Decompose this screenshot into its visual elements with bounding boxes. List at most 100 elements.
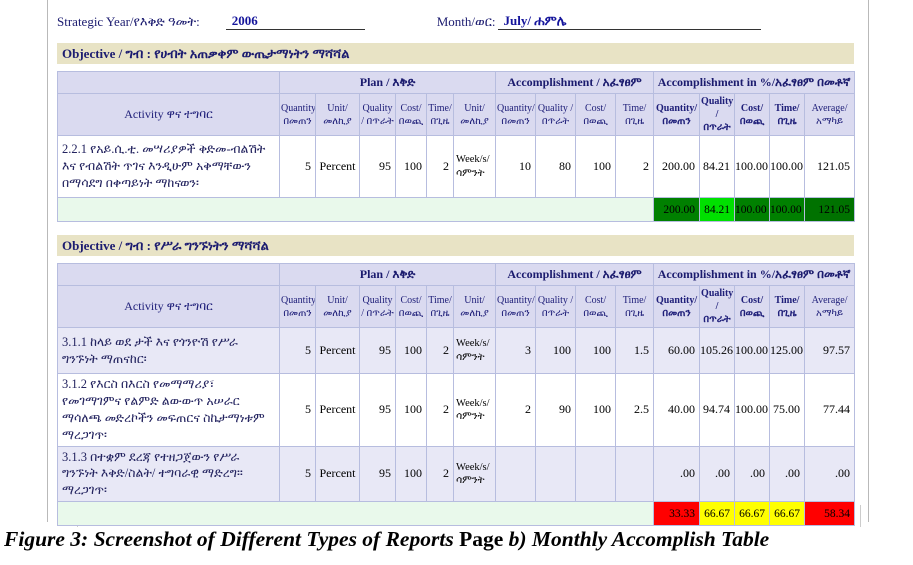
- plan-cost-header: Cost/ በወጪ: [395, 93, 427, 136]
- objective-bar-2: Objective / ግብ : የሥራ ግንኙነትን ማሻሻል: [57, 235, 854, 256]
- empty-corner-cell: [57, 263, 280, 286]
- plan-cost-cell: 100: [395, 327, 427, 374]
- empty-corner-cell: [57, 71, 280, 94]
- activity-cell: 2.2.1 የአይ.ሲ.ቲ. መሣሪያዎች ቅድመ-ብልሽት እና የብልሽት …: [57, 135, 280, 198]
- summary-pct-quality-cell: 84.21: [699, 197, 736, 222]
- summary-pct-cost-cell: 66.67: [734, 501, 771, 527]
- plan-cost-header: Cost/ በወጪ: [395, 285, 427, 328]
- plan-quantity-cell: 5: [279, 445, 316, 503]
- figure-caption: Figure 3: Screenshot of Different Types …: [4, 527, 909, 552]
- report-meta-row: Strategic Year/የእቅድ ዓመት: 2006 Month/ወር: …: [57, 8, 854, 30]
- pct-cost-cell: .00: [734, 445, 771, 503]
- plan-quantity-cell: 5: [279, 135, 316, 198]
- acc-quality-cell: 100: [535, 327, 577, 374]
- pct-cost-cell: 100.00: [734, 373, 771, 447]
- summary-row: 200.00 84.21 100.00 100.00 121.05: [56, 197, 856, 222]
- tick-mark-right: [860, 505, 861, 527]
- plan-unit2-cell: Week/s/ ሳምንት: [452, 135, 497, 198]
- plan-time-cell: 2: [426, 445, 454, 503]
- summary-pct-quantity-cell: 200.00: [653, 197, 701, 222]
- plan-quantity-header: Quantity/ በመጠን: [279, 285, 316, 328]
- plan-unit2-cell: Week/s/ ሳምንት: [452, 445, 497, 503]
- plan-unit-cell: Percent: [315, 135, 360, 198]
- report-table-1: Plan / እቅድ Accomplishment / አፈፃፀም Accomp…: [56, 71, 856, 222]
- plan-group-header: Plan / እቅድ: [278, 263, 497, 286]
- activity-column-header: Activity ዋና ተግባር: [57, 93, 280, 136]
- pct-cost-header: Cost/ በወጪ: [734, 285, 771, 328]
- summary-pct-quantity-cell: 33.33: [653, 501, 701, 527]
- acc-quality-header: Quality / በጥራት: [535, 93, 577, 136]
- acc-time-cell: 1.5: [615, 327, 655, 374]
- acc-quality-header: Quality / በጥራት: [535, 285, 577, 328]
- strategic-year-label: Strategic Year/የእቅድ ዓመት:: [57, 14, 200, 29]
- plan-quantity-cell: 5: [279, 373, 316, 447]
- accomplishment-group-header: Accomplishment / አፈፃፀም: [495, 263, 655, 286]
- acc-quality-cell: 90: [535, 373, 577, 447]
- pct-average-cell: .00: [804, 445, 856, 503]
- activity-cell: 3.1.1 ከላይ ወደ ታች እና የጎንዮሽ የሥራ ግንኙነት ማጠናከር…: [57, 327, 280, 374]
- summary-row: 33.33 66.67 66.67 66.67 58.34: [56, 501, 856, 527]
- acc-cost-header: Cost/ በወጪ: [575, 93, 617, 136]
- acc-time-cell: [615, 445, 655, 503]
- month-label: Month/ወር:: [436, 14, 496, 29]
- pct-cost-header: Cost/ በወጪ: [734, 93, 771, 136]
- plan-unit2-cell: Week/s/ ሳምንት: [452, 373, 497, 447]
- plan-unit-cell: Percent: [315, 445, 360, 503]
- pct-average-cell: 97.57: [804, 327, 856, 374]
- pct-quantity-cell: 40.00: [653, 373, 701, 447]
- plan-cost-cell: 100: [395, 373, 427, 447]
- accomplishment-pct-group-header: Accomplishment in %/አፈፃፀም በመቶኛ: [653, 71, 856, 94]
- summary-pct-cost-cell: 100.00: [734, 197, 771, 222]
- caption-text-italic-1: Figure 3: Screenshot of Different Types …: [4, 527, 460, 551]
- pct-time-cell: 125.00: [769, 327, 806, 374]
- plan-quality-header: Quality / በጥራት: [359, 285, 396, 328]
- pct-quantity-cell: 60.00: [653, 327, 701, 374]
- plan-quality-header: Quality / በጥራት: [359, 93, 396, 136]
- plan-cost-cell: 100: [395, 135, 427, 198]
- page-border-right: [868, 0, 869, 522]
- acc-quantity-cell: 10: [495, 135, 537, 198]
- plan-quality-cell: 95: [359, 327, 396, 374]
- acc-cost-header: Cost/ በወጪ: [575, 285, 617, 328]
- plan-time-header: Time/ በጊዜ: [426, 285, 454, 328]
- acc-quantity-header: Quantity/ በመጠን: [495, 285, 537, 328]
- pct-time-cell: 75.00: [769, 373, 806, 447]
- acc-quantity-cell: 3: [495, 327, 537, 374]
- accomplishment-group-header: Accomplishment / አፈፃፀም: [495, 71, 655, 94]
- plan-unit2-cell: Week/s/ ሳምንት: [452, 327, 497, 374]
- objective-bar-1: Objective / ግብ : የሀብት አጠቃቀም ውጤታማነትን ማሻሻል: [57, 43, 854, 64]
- pct-quality-cell: 94.74: [699, 373, 736, 447]
- pct-average-header: Average/ አማካይ: [804, 93, 856, 136]
- strategic-year-input[interactable]: 2006: [225, 13, 365, 30]
- plan-quality-cell: 95: [359, 445, 396, 503]
- accomplishment-pct-group-header: Accomplishment in %/አፈፃፀም በመቶኛ: [653, 263, 856, 286]
- acc-quality-cell: [535, 445, 577, 503]
- plan-time-cell: 2: [426, 373, 454, 447]
- acc-time-cell: 2.5: [615, 373, 655, 447]
- pct-quantity-header: Quantity/ በመጠን: [653, 93, 701, 136]
- pct-quality-header: Quality / በጥራት: [699, 285, 736, 328]
- plan-unit2-header: Unit/ መለኪያ: [452, 93, 497, 136]
- pct-average-cell: 77.44: [804, 373, 856, 447]
- report-table-2: Plan / እቅድ Accomplishment / አፈፃፀም Accomp…: [56, 263, 856, 527]
- pct-quality-cell: 84.21: [699, 135, 736, 198]
- plan-cost-cell: 100: [395, 445, 427, 503]
- pct-time-header: Time/ በጊዜ: [769, 93, 806, 136]
- acc-cost-cell: 100: [575, 373, 617, 447]
- pct-average-header: Average/ አማካይ: [804, 285, 856, 328]
- plan-quantity-header: Quantity/ በመጠን: [279, 93, 316, 136]
- plan-unit-header: Unit/ መለኪያ: [315, 285, 360, 328]
- acc-time-cell: 2: [615, 135, 655, 198]
- report-page: Strategic Year/የእቅድ ዓመት: 2006 Month/ወር: …: [56, 8, 856, 527]
- pct-time-header: Time/ በጊዜ: [769, 285, 806, 328]
- plan-unit-cell: Percent: [315, 373, 360, 447]
- pct-quantity-cell: .00: [653, 445, 701, 503]
- pct-cost-cell: 100.00: [734, 327, 771, 374]
- plan-unit2-header: Unit/ መለኪያ: [452, 285, 497, 328]
- plan-time-cell: 2: [426, 327, 454, 374]
- plan-unit-cell: Percent: [315, 327, 360, 374]
- summary-spacer-cell: [56, 197, 655, 222]
- summary-spacer-cell: [56, 501, 655, 527]
- pct-cost-cell: 100.00: [734, 135, 771, 198]
- month-input[interactable]: July/ ሐምሌ: [497, 13, 761, 30]
